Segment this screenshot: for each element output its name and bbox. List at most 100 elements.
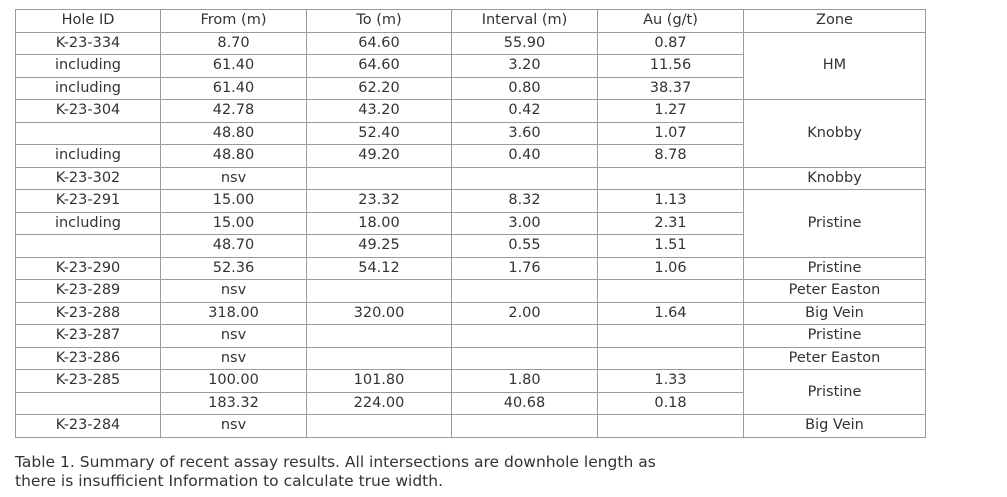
- table-cell: 15.00: [160, 189, 307, 213]
- empty-cell: [597, 324, 744, 348]
- table-cell: including: [15, 54, 161, 78]
- table-cell: 54.12: [306, 256, 452, 280]
- table-cell: 0.87: [597, 31, 744, 55]
- table-cell: 43.20: [306, 99, 452, 123]
- table-cell: nsv: [160, 166, 307, 190]
- zone-cell: Peter Easton: [743, 279, 926, 303]
- table-cell: 1.33: [597, 369, 744, 393]
- table-row: K-23-289 nsv Peter Easton: [15, 279, 926, 303]
- table-cell: 2.31: [597, 211, 744, 235]
- table-wrap: Hole ID From (m) To (m) Interval (m) Au (g/t…: [15, 9, 926, 438]
- empty-cell: [306, 414, 452, 438]
- empty-cell: [451, 414, 598, 438]
- table-cell: 52.36: [160, 256, 307, 280]
- table-cell: 18.00: [306, 211, 452, 235]
- table-cell: K-23-285: [15, 369, 161, 393]
- table-cell: 0.42: [451, 99, 598, 123]
- table-cell: 0.55: [451, 234, 598, 258]
- header-cell: Au (g/t): [597, 9, 744, 33]
- table-cell: 3.60: [451, 121, 598, 145]
- empty-cell: [306, 279, 452, 303]
- table-cell: K-23-304: [15, 99, 161, 123]
- table-cell: 101.80: [306, 369, 452, 393]
- empty-cell: [306, 346, 452, 370]
- table-cell: 1.27: [597, 99, 744, 123]
- empty-cell: [597, 346, 744, 370]
- table-cell: including: [15, 211, 161, 235]
- header-cell: From (m): [160, 9, 307, 33]
- table-cell: nsv: [160, 279, 307, 303]
- table-row: K-23-284 nsv Big Vein: [15, 414, 926, 438]
- table-cell: 11.56: [597, 54, 744, 78]
- table-cell: 8.70: [160, 31, 307, 55]
- table-cell: K-23-286: [15, 346, 161, 370]
- table-row: K-23-291 15.00 23.32 8.32 1.13 Pristine: [15, 189, 926, 258]
- table-row: including 61.40 64.60 3.20 11.56: [15, 54, 926, 78]
- empty-cell: [15, 234, 161, 258]
- table-cell: K-23-334: [15, 31, 161, 55]
- table-cell: 0.40: [451, 144, 598, 168]
- table-cell: 320.00: [306, 301, 452, 325]
- table-cell: 183.32: [160, 391, 307, 415]
- table-cell: 52.40: [306, 121, 452, 145]
- empty-cell: [15, 121, 161, 145]
- table-row: 48.80 52.40 3.60 1.07: [15, 121, 926, 145]
- table-row: K-23-304 42.78 43.20 0.42 1.27 Knobby: [15, 99, 926, 168]
- empty-cell: [306, 166, 452, 190]
- zone-cell: Pristine: [743, 369, 926, 415]
- table-cell: 1.76: [451, 256, 598, 280]
- table-cell: 23.32: [306, 189, 452, 213]
- caption: Table 1. Summary of recent assay results…: [15, 453, 656, 490]
- table-cell: including: [15, 144, 161, 168]
- table-cell: 8.78: [597, 144, 744, 168]
- zone-cell: Knobby: [743, 99, 926, 168]
- table-row: K-23-302 nsv Knobby: [15, 166, 926, 190]
- zone-cell: Big Vein: [743, 414, 926, 438]
- table-cell: including: [15, 76, 161, 100]
- zone-cell: HM: [743, 31, 926, 100]
- table-cell: 61.40: [160, 76, 307, 100]
- table-cell: 1.80: [451, 369, 598, 393]
- table-cell: 1.13: [597, 189, 744, 213]
- table-cell: 48.70: [160, 234, 307, 258]
- table-cell: K-23-284: [15, 414, 161, 438]
- table-row: 183.32 224.00 40.68 0.18: [15, 391, 926, 415]
- table-row: including 48.80 49.20 0.40 8.78: [15, 144, 926, 168]
- table-row: K-23-288 318.00 320.00 2.00 1.64 Big Vein: [15, 301, 926, 325]
- table-cell: 64.60: [306, 54, 452, 78]
- table-row: K-23-334 8.70 64.60 55.90 0.87 HM: [15, 31, 926, 100]
- header-cell: Zone: [743, 9, 926, 33]
- zone-cell: Knobby: [743, 166, 926, 190]
- table-header: Hole ID From (m) To (m) Interval (m) Au (g/t…: [15, 9, 926, 33]
- table-cell: 1.06: [597, 256, 744, 280]
- table-cell: 61.40: [160, 54, 307, 78]
- table-cell: 49.25: [306, 234, 452, 258]
- zone-cell: Peter Easton: [743, 346, 926, 370]
- empty-cell: [451, 346, 598, 370]
- empty-cell: [597, 166, 744, 190]
- zone-cell: Pristine: [743, 189, 926, 258]
- table-cell: 15.00: [160, 211, 307, 235]
- empty-cell: [451, 279, 598, 303]
- table-cell: 48.80: [160, 121, 307, 145]
- table-cell: 100.00: [160, 369, 307, 393]
- table-cell: 3.00: [451, 211, 598, 235]
- header-cell: Interval (m): [451, 9, 598, 33]
- table-cell: K-23-289: [15, 279, 161, 303]
- table-cell: K-23-291: [15, 189, 161, 213]
- table-cell: 40.68: [451, 391, 598, 415]
- empty-cell: [451, 166, 598, 190]
- table-cell: 0.18: [597, 391, 744, 415]
- empty-cell: [597, 414, 744, 438]
- table-cell: 62.20: [306, 76, 452, 100]
- table-cell: nsv: [160, 346, 307, 370]
- empty-cell: [306, 324, 452, 348]
- table-cell: 318.00: [160, 301, 307, 325]
- table-cell: 2.00: [451, 301, 598, 325]
- table-cell: 0.80: [451, 76, 598, 100]
- table-cell: nsv: [160, 324, 307, 348]
- table-cell: 55.90: [451, 31, 598, 55]
- empty-cell: [451, 324, 598, 348]
- assay-table: Hole ID From (m) To (m) Interval (m) Au (g/t…: [15, 9, 926, 438]
- table-cell: 38.37: [597, 76, 744, 100]
